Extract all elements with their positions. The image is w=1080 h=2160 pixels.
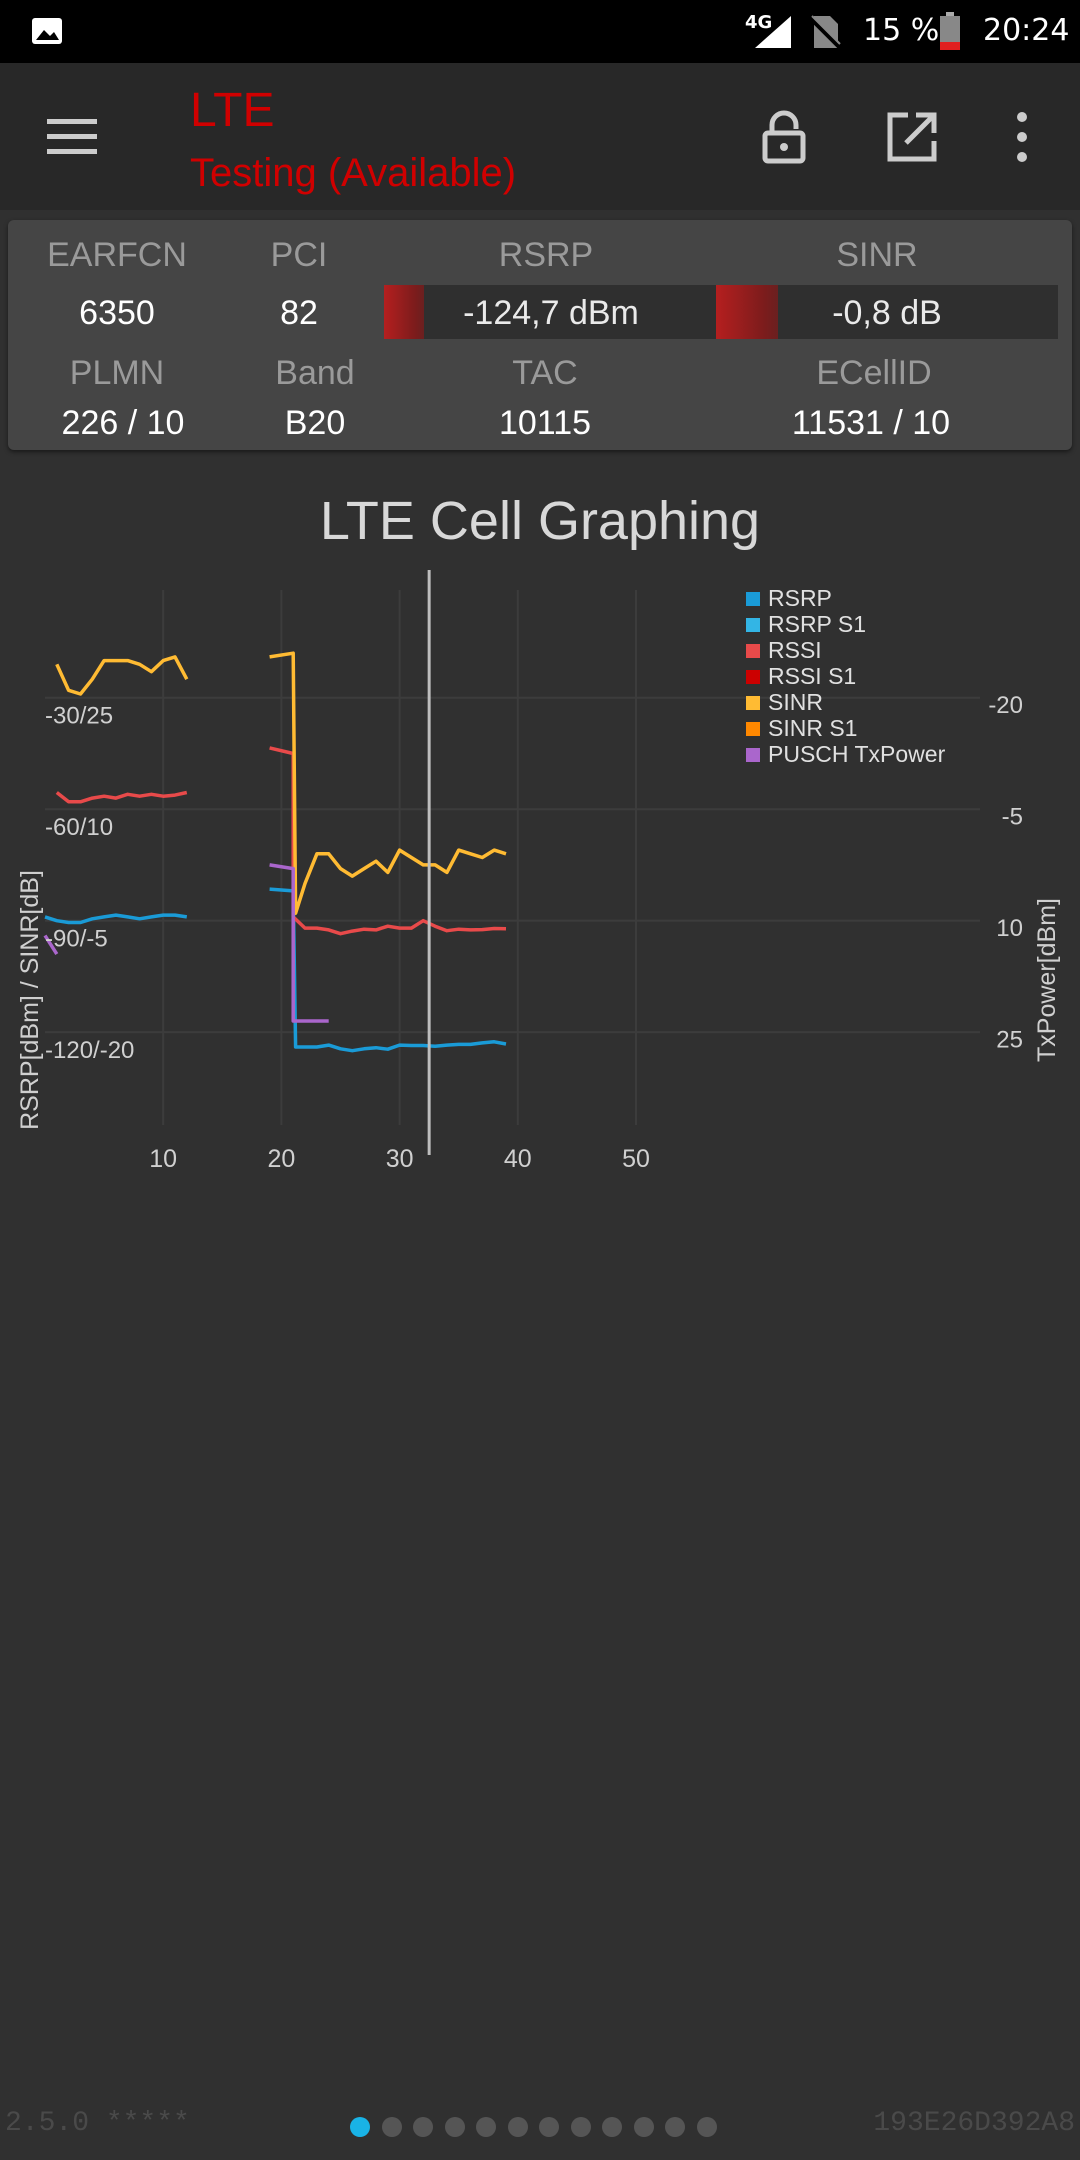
network-type-label: 4G	[745, 12, 773, 33]
x-tick-label: 10	[149, 1145, 177, 1173]
legend-swatch	[746, 592, 760, 606]
network-title: LTE	[190, 84, 275, 137]
sinr-value: -0,8 dB	[832, 294, 942, 332]
band-label: Band	[275, 354, 355, 392]
page-dot[interactable]	[381, 2117, 402, 2137]
y2-tick-label: 25	[996, 1027, 1023, 1054]
page-dot[interactable]	[350, 2117, 370, 2137]
series-line-sinr	[269, 651, 507, 915]
page-dot[interactable]	[665, 2117, 685, 2137]
legend-label: RSSI	[768, 637, 822, 663]
legend-label: SINR S1	[768, 715, 857, 741]
signal-icon	[755, 16, 791, 48]
legend-label: RSRP	[768, 585, 832, 611]
legend-label: RSSI S1	[768, 663, 856, 689]
legend-swatch	[746, 670, 760, 684]
status-bar: 4G 15 % 20:24	[0, 0, 1080, 63]
lock-icon[interactable]	[756, 109, 812, 165]
plmn-value: 226 / 10	[61, 404, 185, 442]
legend-swatch	[746, 696, 760, 710]
page-dot[interactable]	[633, 2117, 654, 2137]
device-id: 193E26D392A8	[873, 2108, 1075, 2139]
y2-tick-label: -5	[1002, 804, 1023, 831]
legend-label: RSRP S1	[768, 611, 866, 637]
series-line-rsrp	[44, 913, 188, 925]
x-tick-label: 30	[386, 1145, 414, 1173]
ecellid-value: 11531 / 10	[791, 404, 951, 442]
series-line-sinr	[55, 655, 189, 696]
earfcn-value: 6350	[79, 294, 155, 332]
y-axis-label: RSRP[dBm] / SINR[dB]	[16, 870, 44, 1130]
legend-label: SINR	[768, 689, 823, 715]
band-value: B20	[284, 404, 346, 442]
series-line-pusch-txpower	[269, 863, 329, 1023]
page-indicator[interactable]	[350, 2117, 730, 2139]
sinr-label: SINR	[836, 236, 918, 274]
y-tick-label: -60/10	[45, 814, 113, 841]
legend-swatch	[746, 748, 760, 762]
page-dot[interactable]	[444, 2117, 465, 2137]
tac-label: TAC	[512, 354, 578, 392]
battery-percent: 15 %	[863, 13, 940, 48]
app-bar: LTE Testing (Available)	[0, 63, 1080, 210]
legend-swatch	[746, 618, 760, 632]
menu-icon[interactable]	[47, 117, 97, 157]
x-tick-label: 50	[622, 1145, 650, 1173]
more-vert-icon[interactable]	[1004, 109, 1040, 165]
network-status: Testing (Available)	[190, 151, 517, 195]
x-tick-label: 40	[504, 1145, 532, 1173]
legend-label: PUSCH TxPower	[768, 741, 946, 767]
legend-swatch	[746, 722, 760, 736]
cell-info-panel: EARFCN 6350 PCI 82 RSRP -124,7 dBm SINR …	[8, 220, 1072, 450]
chart-axes: RSRP[dBm] / SINR[dB] TxPower[dBm] 10 20 30…	[16, 692, 1061, 1173]
series-line-rssi	[55, 790, 188, 804]
series-line-pusch-txpower	[43, 934, 59, 956]
y-tick-label: -120/-20	[45, 1037, 134, 1064]
page-dot[interactable]	[696, 2117, 717, 2137]
series-line-rssi	[269, 746, 507, 936]
series-line-rsrp	[269, 887, 507, 1053]
app-version: 2.5.0 *****	[5, 2108, 190, 2139]
earfcn-label: EARFCN	[47, 236, 187, 274]
sinr-meter-fill	[716, 285, 778, 339]
rsrp-label: RSRP	[498, 236, 594, 274]
y-tick-label: -90/-5	[45, 926, 108, 953]
rsrp-meter-fill	[384, 285, 425, 339]
legend-swatch	[746, 644, 760, 658]
tac-value: 10115	[498, 404, 592, 442]
rsrp-value: -124,7 dBm	[463, 294, 639, 332]
page-dot[interactable]	[570, 2117, 591, 2137]
clock: 20:24	[983, 13, 1070, 48]
image-icon	[32, 18, 62, 44]
graph-title: LTE Cell Graphing	[319, 491, 761, 551]
y2-axis-label: TxPower[dBm]	[1033, 898, 1061, 1062]
no-sim-icon	[808, 15, 842, 50]
ecellid-label: ECellID	[816, 354, 932, 392]
y2-tick-label: -20	[988, 692, 1023, 719]
battery-icon	[940, 12, 960, 50]
sinr-meter: -0,8 dB	[716, 285, 1058, 339]
cell-graph-chart[interactable]: RSRP[dBm] / SINR[dB] TxPower[dBm] 10 20 30…	[0, 560, 1080, 1560]
page-dot[interactable]	[602, 2117, 622, 2137]
y-tick-label: -30/25	[45, 703, 113, 730]
footer: 2.5.0 ***** 193E26D392A8	[0, 2105, 1080, 2150]
x-tick-label: 20	[267, 1145, 295, 1173]
page-dot[interactable]	[507, 2117, 528, 2137]
rsrp-meter: -124,7 dBm	[384, 285, 718, 339]
page-dot[interactable]	[413, 2117, 433, 2137]
y2-tick-label: 10	[996, 915, 1023, 942]
page-dot[interactable]	[539, 2117, 559, 2137]
pci-label: PCI	[270, 236, 328, 274]
open-external-icon[interactable]	[884, 109, 940, 165]
chart-grid	[45, 590, 980, 1125]
page-dot[interactable]	[476, 2117, 496, 2137]
plmn-label: PLMN	[69, 354, 165, 392]
chart-series	[43, 570, 507, 1155]
pci-value: 82	[280, 294, 318, 332]
